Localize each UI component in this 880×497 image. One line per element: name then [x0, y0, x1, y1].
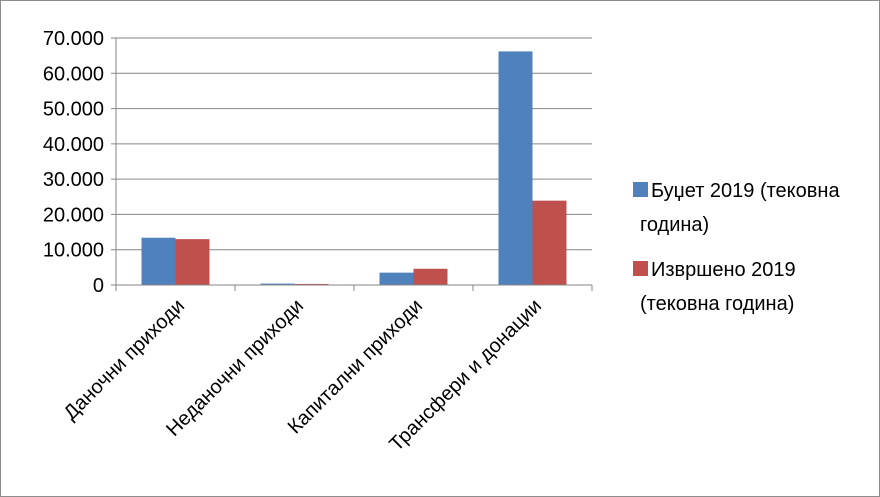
legend: Буџет 2019 (тековна година) Извршено 2019 (… [633, 180, 840, 315]
legend-label: (тековна година) [640, 293, 794, 315]
bar-executed [175, 239, 210, 285]
bar-executed [294, 283, 329, 285]
bar-executed [413, 268, 448, 285]
category-label: Капитални приходи [284, 295, 427, 438]
y-tick-label: 40.000 [43, 134, 104, 156]
legend-swatch [633, 182, 648, 197]
bar-budget [141, 237, 176, 285]
legend-label: Извршено 2019 [651, 259, 796, 281]
bar-budget [498, 51, 533, 286]
y-tick-label: 20.000 [43, 204, 104, 226]
y-tick-label: 0 [93, 275, 104, 297]
y-tick-label: 70.000 [43, 28, 104, 50]
category-label: Даночни приходи [60, 295, 189, 424]
legend-label: година) [640, 214, 709, 236]
bars [141, 51, 567, 286]
bar-executed [532, 200, 567, 285]
bar-budget [379, 272, 414, 285]
y-tick-label: 60.000 [43, 63, 104, 85]
bar-budget [260, 283, 295, 285]
y-tick-label: 50.000 [43, 99, 104, 121]
axes [111, 37, 593, 291]
y-axis-ticks: 0 10.000 20.000 30.000 40.000 50.000 60.000 70.… [43, 28, 104, 297]
y-tick-label: 30.000 [43, 169, 104, 191]
legend-label: Буџет 2019 (тековна [651, 180, 840, 202]
legend-swatch [633, 261, 648, 276]
y-tick-label: 10.000 [43, 240, 104, 262]
